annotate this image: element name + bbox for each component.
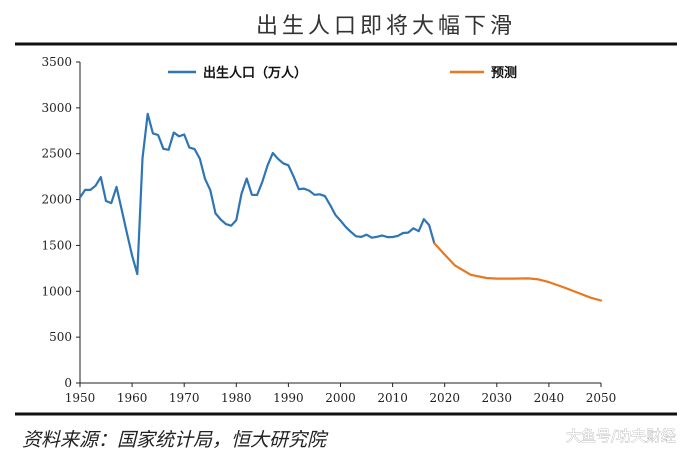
x-tick-label: 1990 [273,391,304,405]
y-tick-label: 500 [49,330,72,344]
x-tick-label: 2010 [377,391,408,405]
axes: 0 500 1000 1500 2000 2500 3000 3500 1950 1960 197… [41,55,616,405]
x-tick-label: 2040 [534,391,565,405]
y-tick-label: 2500 [41,147,72,161]
y-tick-label: 1000 [41,284,72,298]
watermark: 大鱼号/功夫财经 [566,427,676,445]
x-tick-label: 1950 [65,391,96,405]
series-layer [78,112,603,302]
y-tick-label: 1500 [41,238,72,252]
legend-label-birth: 出生人口（万人） [203,65,307,81]
y-ticks: 0 500 1000 1500 2000 2500 3000 3500 [41,55,80,390]
legend: 出生人口（万人） 预测 [168,65,517,81]
x-tick-label: 1970 [169,391,200,405]
y-tick-label: 3500 [41,55,72,69]
y-tick-label: 0 [64,376,72,390]
y-tick-label: 2000 [41,193,72,207]
x-tick-label: 2030 [482,391,513,405]
y-tick-label: 3000 [41,101,72,115]
chart-title: 出生人口即将大幅下滑 [256,14,516,39]
series-forecast-line [433,242,603,302]
x-tick-label: 2050 [586,391,617,405]
x-ticks: 1950 1960 1970 1980 1990 2000 2010 2020 2030 2040… [65,383,617,405]
legend-label-forecast: 预测 [491,65,517,81]
x-tick-label: 1960 [117,391,148,405]
series-birth-line [78,112,436,276]
x-tick-label: 2000 [325,391,356,405]
x-tick-label: 2020 [429,391,460,405]
source-note: 资料来源：国家统计局，恒大研究院 [22,429,329,451]
x-tick-label: 1980 [221,391,252,405]
